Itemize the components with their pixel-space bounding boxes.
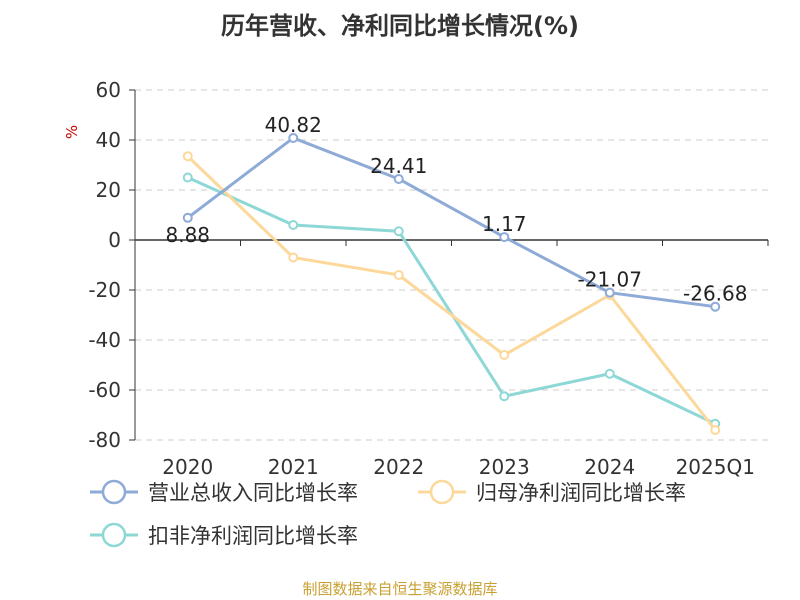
x-tick-label: 2024 bbox=[584, 455, 635, 479]
legend-marker bbox=[101, 522, 127, 548]
x-tick-label: 2021 bbox=[268, 455, 319, 479]
series-2-point bbox=[182, 151, 193, 162]
series-line-2 bbox=[186, 155, 717, 431]
x-tick-label: 2025Q1 bbox=[676, 455, 755, 479]
y-axis-label: % bbox=[63, 125, 81, 139]
chart-title: 历年营收、净利同比增长情况(%) bbox=[221, 12, 579, 40]
series-2-point bbox=[393, 270, 404, 280]
series-3-point bbox=[393, 226, 404, 237]
legend-marker bbox=[429, 479, 455, 505]
series-1-point bbox=[604, 287, 615, 298]
y-tick-label: 40 bbox=[96, 128, 121, 152]
data-label: 40.82 bbox=[265, 113, 322, 137]
y-tick-label: -60 bbox=[88, 378, 121, 402]
legend-marker bbox=[101, 479, 127, 505]
source-note: 制图数据来自恒生聚源数据库 bbox=[302, 580, 498, 598]
series-2-point bbox=[499, 350, 510, 360]
series-line-1 bbox=[186, 136, 716, 309]
legend-label: 扣非净利润同比增长率 bbox=[148, 524, 358, 548]
series-1-point bbox=[182, 212, 193, 223]
series-line-3 bbox=[187, 176, 716, 426]
series-3-point bbox=[288, 220, 299, 230]
x-tick-label: 2020 bbox=[162, 455, 213, 479]
legend-label: 归母净利润同比增长率 bbox=[476, 481, 686, 505]
y-tick-label: -80 bbox=[88, 428, 121, 452]
series-2-point bbox=[710, 425, 721, 435]
y-tick-label: 20 bbox=[96, 178, 121, 202]
series-2-point bbox=[288, 252, 299, 263]
x-tick-label: 2023 bbox=[479, 455, 530, 479]
series-3-point bbox=[182, 172, 193, 183]
y-tick-label: -20 bbox=[88, 278, 121, 302]
y-tick-label: -40 bbox=[88, 328, 121, 352]
series-3-point bbox=[499, 391, 510, 402]
data-label: -26.68 bbox=[683, 282, 747, 306]
series-3-point bbox=[604, 368, 615, 379]
y-tick-label: 0 bbox=[108, 228, 121, 252]
y-tick-label: 60 bbox=[96, 78, 121, 102]
series-1-point bbox=[710, 301, 721, 312]
data-label: -21.07 bbox=[578, 268, 642, 292]
series-1-point bbox=[393, 173, 404, 184]
legend-label: 营业总收入同比增长率 bbox=[148, 481, 358, 505]
data-label: 24.41 bbox=[370, 154, 427, 178]
series-1-point bbox=[288, 132, 299, 143]
data-label: 8.88 bbox=[165, 223, 210, 247]
series-1-point bbox=[499, 232, 510, 243]
data-label: 1.17 bbox=[482, 212, 527, 236]
x-tick-label: 2022 bbox=[373, 455, 424, 479]
